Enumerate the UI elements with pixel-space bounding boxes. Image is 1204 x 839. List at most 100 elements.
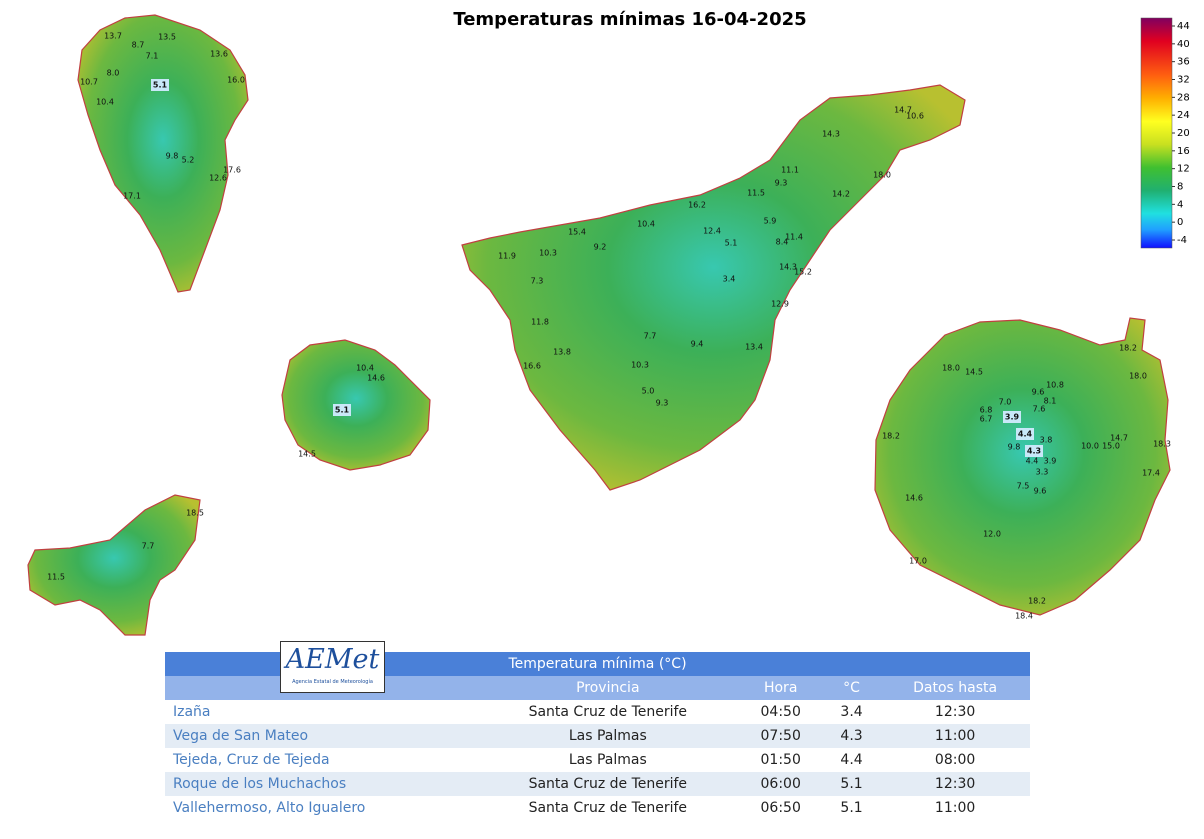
- table-cell: 01:50: [760, 752, 801, 768]
- map: Temperaturas mínimas 16-04-2025 13.7 13.5…: [27, 9, 1190, 636]
- station-label: 5.9: [764, 217, 777, 226]
- station-label: 13.7: [104, 32, 122, 41]
- table-cell: 3.4: [840, 704, 863, 720]
- legend-tick-label: 8: [1177, 182, 1183, 193]
- station-label: 4.4: [1018, 430, 1033, 439]
- station-label: 11.5: [47, 573, 65, 582]
- island: [77, 14, 249, 293]
- island: [281, 339, 431, 471]
- column-header: Hora: [738, 676, 823, 700]
- station-label: 10.4: [356, 364, 374, 373]
- legend-tick-label: 20: [1177, 128, 1190, 139]
- table-row: Vallehermoso, Alto Igualero Santa Cruz de…: [165, 796, 1030, 820]
- legend-tick-label: 40: [1177, 39, 1190, 50]
- station-label: 15.4: [568, 228, 586, 237]
- table-cell: 07:50: [738, 724, 823, 748]
- table-cell: 12:30: [934, 704, 976, 720]
- station-label: 17.4: [1142, 469, 1160, 478]
- station-label: 14.5: [298, 450, 316, 459]
- legend-tick-label: 36: [1177, 57, 1190, 68]
- table-cell: 5.1: [840, 800, 863, 816]
- station-label: 4.4: [1026, 457, 1039, 466]
- station-label: 6.7: [980, 415, 993, 424]
- station-label: 15.0: [1102, 442, 1120, 451]
- station-label: 6.8: [980, 406, 993, 415]
- label-highlight: [333, 404, 351, 416]
- station-label: 10.6: [906, 112, 924, 121]
- station-label: 9.3: [656, 399, 669, 408]
- station-label: 17.1: [123, 192, 141, 201]
- station-label: 18.3: [1153, 440, 1171, 449]
- station-label: 12.0: [983, 530, 1001, 539]
- station-label: 3.9: [1005, 413, 1020, 422]
- table-cell: 4.3: [822, 724, 881, 748]
- station-label: 10.0: [1081, 442, 1099, 451]
- column-header: °C: [822, 676, 881, 700]
- station-label: 13.6: [210, 50, 228, 59]
- table-cell: 4.4: [840, 752, 863, 768]
- station-label: 7.7: [644, 332, 657, 341]
- station-label: 12.9: [771, 300, 789, 309]
- station-label: 10.7: [80, 78, 98, 87]
- station-label: 14.6: [905, 494, 923, 503]
- station-label: 9.3: [775, 179, 788, 188]
- legend-tick-label: 32: [1177, 75, 1190, 86]
- station-label: 14.6: [367, 374, 385, 383]
- table-cell: 5.1: [822, 772, 881, 796]
- legend-tick-label: 28: [1177, 92, 1190, 103]
- station-label: 14.3: [822, 130, 840, 139]
- station-label: 8.1: [1044, 397, 1057, 406]
- station-label: 7.1: [146, 52, 159, 61]
- logo-name: AEMet: [285, 644, 380, 675]
- station-label: 9.2: [594, 243, 607, 252]
- logo: AEMet Agencia Estatal de Meteorología: [280, 641, 385, 693]
- station-label: 18.0: [873, 171, 891, 180]
- logo-subtitle: Agencia Estatal de Meteorología: [292, 679, 373, 685]
- legend-tick-label: 4: [1177, 199, 1183, 210]
- table-cell: 06:00: [738, 772, 823, 796]
- station-label: 15.2: [794, 268, 812, 277]
- station-label: 11.4: [785, 233, 803, 242]
- station-label: 16.2: [688, 201, 706, 210]
- station-label: 8.7: [132, 41, 145, 50]
- station-label: 14.5: [965, 368, 983, 377]
- island: [874, 317, 1171, 616]
- station-label: 7.6: [1033, 405, 1046, 414]
- station-label: 3.9: [1044, 457, 1057, 466]
- station-label: 13.4: [745, 343, 763, 352]
- station-label: 7.7: [142, 542, 155, 551]
- station-label: 17.6: [223, 166, 241, 175]
- station-label: 9.4: [691, 340, 704, 349]
- station-label: 8.0: [107, 69, 120, 78]
- legend-tick-label: 44: [1177, 21, 1190, 32]
- label-highlight: [151, 79, 169, 91]
- station-label: 11.9: [498, 252, 516, 261]
- station-label: 11.8: [531, 318, 549, 327]
- island: [461, 84, 966, 491]
- station-label: 11.1: [781, 166, 799, 175]
- station-label: 18.5: [186, 509, 204, 518]
- station-label: 5.1: [725, 239, 738, 248]
- station-label: 13.5: [158, 33, 176, 42]
- station-label: 10.3: [631, 361, 649, 370]
- station-label: 10.8: [1046, 381, 1064, 390]
- station-label: 11.5: [747, 189, 765, 198]
- table-cell: 06:50: [760, 800, 801, 816]
- station-label: 3.3: [1036, 468, 1049, 477]
- station-label: 3.8: [1040, 436, 1053, 445]
- table-cell: 04:50: [760, 704, 801, 720]
- station-label: 10.4: [637, 220, 655, 229]
- column-header: Datos hasta: [880, 676, 1030, 700]
- station-label: 9.6: [1034, 487, 1047, 496]
- station-label: 7.0: [999, 398, 1012, 407]
- station-label: 10.3: [539, 249, 557, 258]
- table-cell: Vega de San Mateo: [165, 724, 478, 748]
- station-label: 14.7: [894, 106, 912, 115]
- legend-tick-label: -4: [1177, 235, 1187, 246]
- table-row: Vega de San Mateo Las Palmas 07:50 4.3 11:00: [165, 724, 1030, 748]
- legend-tick-label: 0: [1177, 217, 1183, 228]
- station-label: 18.0: [942, 364, 960, 373]
- station-label: 5.1: [153, 81, 168, 90]
- legend-tick-label: 16: [1177, 146, 1190, 157]
